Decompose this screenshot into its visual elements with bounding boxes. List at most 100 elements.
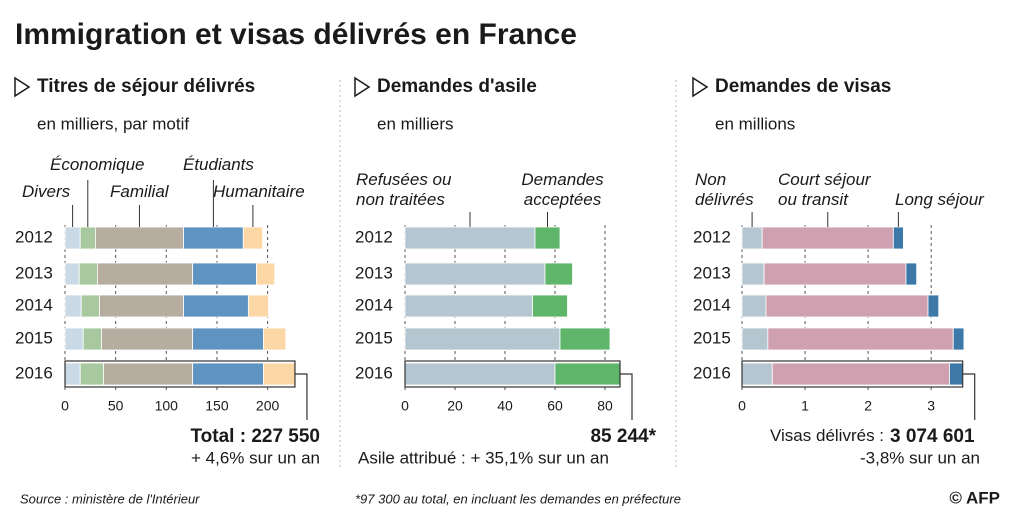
bar-segment	[741, 327, 769, 351]
callout-line	[962, 373, 976, 420]
annotation-total: 85 244*	[590, 426, 656, 447]
bar-segment	[192, 327, 264, 351]
panel-title: Demandes d'asile	[377, 76, 537, 97]
x-tick-label: 40	[497, 398, 513, 414]
annotation-change: -3,8% sur un an	[860, 448, 980, 467]
bar-segment	[559, 327, 611, 351]
legend-label: Étudiants	[183, 155, 254, 174]
y-tick-label: 2015	[15, 328, 53, 347]
bar-segment	[741, 226, 763, 250]
bar-segment	[404, 226, 536, 250]
x-tick-label: 50	[108, 398, 124, 414]
legend-label: Humanitaire	[213, 182, 305, 201]
bar-segment	[80, 294, 100, 318]
bar-segment	[927, 294, 940, 318]
legend-label: Refusées ou non traitées	[356, 170, 452, 209]
legend-label: Demandes acceptées	[521, 170, 604, 209]
legend-label: Non délivrés	[695, 170, 754, 209]
y-tick-label: 2016	[15, 363, 53, 382]
x-tick-label: 100	[155, 398, 179, 414]
x-tick-label: 150	[205, 398, 229, 414]
callout-line	[620, 373, 633, 420]
title-marker	[354, 76, 371, 98]
bar-segment	[192, 362, 264, 386]
bar-segment	[949, 362, 964, 386]
x-tick-label: 20	[447, 398, 463, 414]
x-tick-label: 60	[547, 398, 563, 414]
y-tick-label: 2012	[15, 227, 53, 246]
bar-segment	[741, 294, 767, 318]
annotation-total: Total : 227 550	[190, 426, 320, 447]
bar-segment	[242, 226, 263, 250]
bar-segment	[404, 327, 561, 351]
legend-label: Familial	[110, 182, 169, 201]
y-tick-label: 2014	[693, 295, 731, 314]
bar-segment	[765, 294, 929, 318]
bar-segment	[64, 362, 81, 386]
y-tick-label: 2014	[355, 295, 393, 314]
x-tick-label: 0	[61, 398, 69, 414]
y-tick-label: 2014	[15, 295, 53, 314]
bar-segment	[183, 294, 249, 318]
bar-segment	[64, 294, 82, 318]
bar-segment	[183, 226, 244, 250]
bar-segment	[892, 226, 904, 250]
bar-segment	[532, 294, 568, 318]
panel-title: Titres de séjour délivrés	[37, 76, 255, 97]
x-tick-label: 80	[597, 398, 613, 414]
x-tick-label: 2	[864, 398, 872, 414]
bar-segment	[79, 226, 96, 250]
annotation-change: Asile attribué : + 35,1% sur un an	[358, 448, 609, 467]
panel-subtitle: en millions	[715, 114, 795, 133]
annotation-total: Visas délivrés : 3 074 601	[770, 426, 975, 447]
legend-label: Économique	[50, 155, 145, 174]
legend-label: Long séjour	[895, 190, 984, 209]
callout-line	[294, 373, 308, 420]
bar-segment	[101, 327, 194, 351]
bar-segment	[905, 262, 918, 286]
bar-segment	[767, 327, 954, 351]
x-tick-label: 200	[256, 398, 280, 414]
y-tick-label: 2013	[693, 263, 731, 282]
y-tick-label: 2015	[693, 328, 731, 347]
bar-segment	[94, 226, 184, 250]
credit: © AFP	[949, 488, 1000, 507]
bar-segment	[64, 327, 84, 351]
bar-segment	[64, 226, 81, 250]
y-tick-label: 2016	[693, 363, 731, 382]
bar-segment	[771, 362, 950, 386]
y-tick-label: 2012	[355, 227, 393, 246]
bar-segment	[404, 294, 533, 318]
bar-segment	[263, 327, 287, 351]
y-tick-label: 2015	[355, 328, 393, 347]
annotation-value: 3 074 601	[890, 426, 975, 447]
bar-segment	[952, 327, 965, 351]
bar-segment	[192, 262, 257, 286]
legend-label: Divers	[22, 182, 71, 201]
bar-segment	[534, 226, 561, 250]
x-tick-label: 0	[738, 398, 746, 414]
bar-segment	[99, 294, 184, 318]
bar-segment	[82, 327, 102, 351]
y-tick-label: 2013	[355, 263, 393, 282]
panel-subtitle: en milliers, par motif	[37, 114, 189, 133]
bar-segment	[554, 362, 621, 386]
x-tick-label: 3	[927, 398, 935, 414]
bar-segment	[761, 226, 894, 250]
y-tick-label: 2012	[693, 227, 731, 246]
bar-segment	[404, 362, 556, 386]
bar-segment	[404, 262, 546, 286]
annotation-label: Visas délivrés :	[770, 426, 884, 445]
bar-segment	[78, 262, 98, 286]
x-tick-label: 1	[801, 398, 809, 414]
bar-segment	[763, 262, 907, 286]
bar-segment	[64, 262, 80, 286]
bar-segment	[741, 262, 765, 286]
annotation-change: + 4,6% sur un an	[191, 448, 320, 467]
page-title: Immigration et visas délivrés en France	[15, 18, 577, 51]
source: Source : ministère de l'Intérieur	[20, 491, 200, 506]
bar-segment	[256, 262, 276, 286]
panel-title: Demandes de visas	[715, 76, 891, 97]
